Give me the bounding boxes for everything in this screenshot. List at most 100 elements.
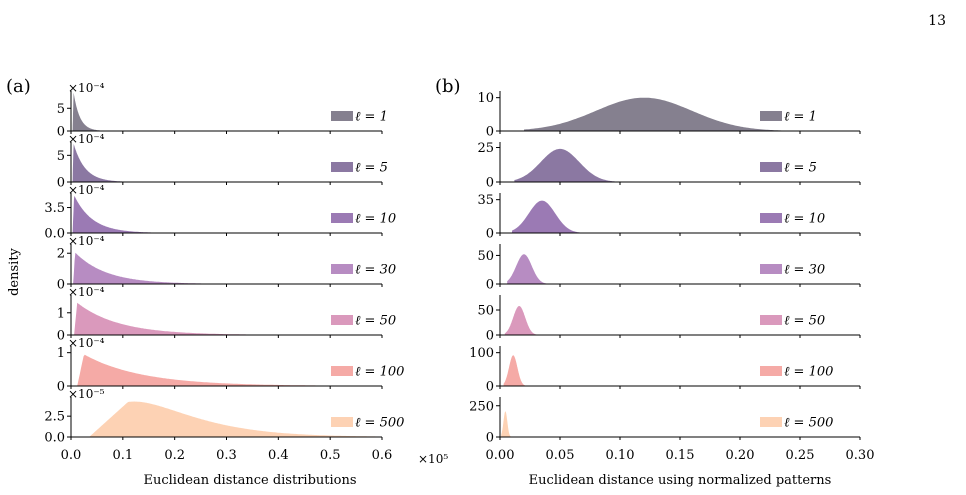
density-area [72, 92, 110, 131]
density-area [74, 302, 323, 335]
subplot-a-1: 5 0 ×10⁻⁴ ℓ = 1 [57, 81, 388, 140]
x-tick-label: 0.00 [486, 448, 515, 463]
x-axis-label-a: Euclidean distance distributions [143, 473, 356, 488]
legend-label: ℓ = 30 [784, 263, 825, 278]
density-area [507, 254, 563, 284]
subplot-b-6: 100 0 ℓ = 100 [469, 346, 861, 395]
y-tick-label: 10 [477, 91, 494, 106]
y-tick-label: 0.0 [44, 227, 65, 242]
y-tick-label: 3.5 [44, 201, 65, 216]
y-tick-label: 35 [477, 193, 494, 208]
subplot-a-2: 5 0 ×10⁻⁴ ℓ = 5 [57, 132, 388, 191]
legend-label: ℓ = 100 [784, 365, 833, 380]
x-tick-label: 0.2 [164, 448, 185, 463]
legend-swatch [331, 111, 353, 121]
legend-label: ℓ = 50 [784, 314, 825, 329]
y-tick-label: 50 [477, 304, 494, 319]
subplot-b-5: 50 0 ℓ = 50 [477, 295, 861, 344]
subplot-b-1: 10 0 ℓ = 1 [477, 91, 861, 140]
y-tick-label: 100 [469, 346, 494, 361]
y-multiplier: ×10⁻⁴ [68, 81, 105, 95]
x-tick-label: 0.25 [786, 448, 815, 463]
subplot-a-4: 2 0 ×10⁻⁴ ℓ = 30 [57, 234, 396, 293]
legend-label: ℓ = 50 [355, 314, 396, 329]
y-tick-label: 0 [486, 329, 494, 344]
y-tick-label: 1 [57, 346, 65, 361]
subplot-b-2: 25 0 ℓ = 5 [477, 141, 861, 191]
legend-swatch [331, 162, 353, 172]
density-area [72, 143, 141, 182]
y-tick-label: 2 [57, 247, 65, 262]
x-tick-label: 0.0 [61, 448, 82, 463]
legend-label: ℓ = 500 [784, 416, 833, 431]
y-multiplier: ×10⁻⁴ [68, 336, 105, 350]
panel-label-b: (b) [435, 76, 461, 97]
legend-label: ℓ = 30 [355, 263, 396, 278]
x-tick-label: 0.3 [216, 448, 237, 463]
subplot-b-3: 35 0 ℓ = 10 [477, 193, 861, 242]
panel-label-a: (a) [6, 76, 31, 97]
density-area [72, 195, 182, 233]
legend-label: ℓ = 100 [355, 365, 404, 380]
legend-label: ℓ = 5 [784, 161, 817, 176]
density-area [504, 306, 550, 335]
density-area [501, 411, 515, 437]
x-tick-label: 0.4 [268, 448, 289, 463]
x-tick-label: 0.30 [846, 448, 875, 463]
y-tick-label: 0 [486, 380, 494, 395]
y-tick-label: 1 [57, 306, 65, 321]
y-multiplier: ×10⁻⁴ [68, 285, 105, 299]
legend-swatch [331, 366, 353, 376]
x-tick-label: 0.15 [666, 448, 695, 463]
subplot-a-7: 2.5 0.0 ×10⁻⁵ ℓ = 500 [44, 387, 404, 446]
y-axis-label: density [7, 247, 22, 295]
y-tick-label: 0 [486, 125, 494, 140]
subplot-a-5: 1 0 ×10⁻⁴ ℓ = 50 [57, 285, 396, 344]
y-tick-label: 50 [477, 249, 494, 264]
x-tick-label: 0.6 [372, 448, 393, 463]
y-multiplier: ×10⁻⁴ [68, 183, 105, 197]
x-tick-label: 0.10 [606, 448, 635, 463]
y-tick-label: 2.5 [44, 410, 65, 425]
legend-swatch [760, 315, 782, 325]
y-multiplier: ×10⁻⁵ [68, 387, 105, 401]
legend-label: ℓ = 10 [355, 212, 396, 227]
x-tick-label: 0.1 [112, 448, 133, 463]
density-area [77, 354, 382, 386]
legend-swatch [760, 162, 782, 172]
legend-label: ℓ = 1 [784, 110, 817, 125]
legend-swatch [760, 111, 782, 121]
y-tick-label: 0.0 [44, 431, 65, 446]
y-tick-label: 0 [486, 176, 494, 191]
y-tick-label: 0 [486, 227, 494, 242]
legend-label: ℓ = 500 [355, 416, 404, 431]
page-number: 13 [928, 13, 946, 29]
legend-swatch [760, 417, 782, 427]
y-tick-label: 250 [469, 399, 494, 414]
subplot-a-3: 3.5 0.0 ×10⁻⁴ ℓ = 10 [44, 183, 396, 242]
y-tick-label: 5 [57, 102, 65, 117]
y-tick-label: 25 [477, 141, 494, 156]
density-area [512, 200, 608, 233]
legend-swatch [760, 366, 782, 376]
legend-swatch [331, 315, 353, 325]
subplot-a-6: 1 0 ×10⁻⁴ ℓ = 100 [57, 336, 405, 395]
y-tick-label: 5 [57, 149, 65, 164]
legend-swatch [760, 264, 782, 274]
density-area [73, 252, 260, 284]
density-area [514, 148, 656, 182]
y-tick-label: 0 [486, 278, 494, 293]
subplot-b-4: 50 0 ℓ = 30 [477, 244, 861, 293]
legend-label: ℓ = 5 [355, 161, 388, 176]
legend-swatch [331, 417, 353, 427]
legend-swatch [331, 264, 353, 274]
x-tick-label: 0.5 [320, 448, 341, 463]
y-tick-label: 0 [57, 329, 65, 344]
legend-label: ℓ = 10 [784, 212, 825, 227]
x-tick-label: 0.05 [546, 448, 575, 463]
y-multiplier: ×10⁻⁴ [68, 234, 105, 248]
plots: 50×10⁻⁴ℓ = 150×10⁻⁴ℓ = 53.50.0×10⁻⁴ℓ = 1… [44, 81, 874, 463]
legend-label: ℓ = 1 [355, 110, 388, 125]
x-axis-label-b: Euclidean distance using normalized patt… [529, 473, 832, 488]
